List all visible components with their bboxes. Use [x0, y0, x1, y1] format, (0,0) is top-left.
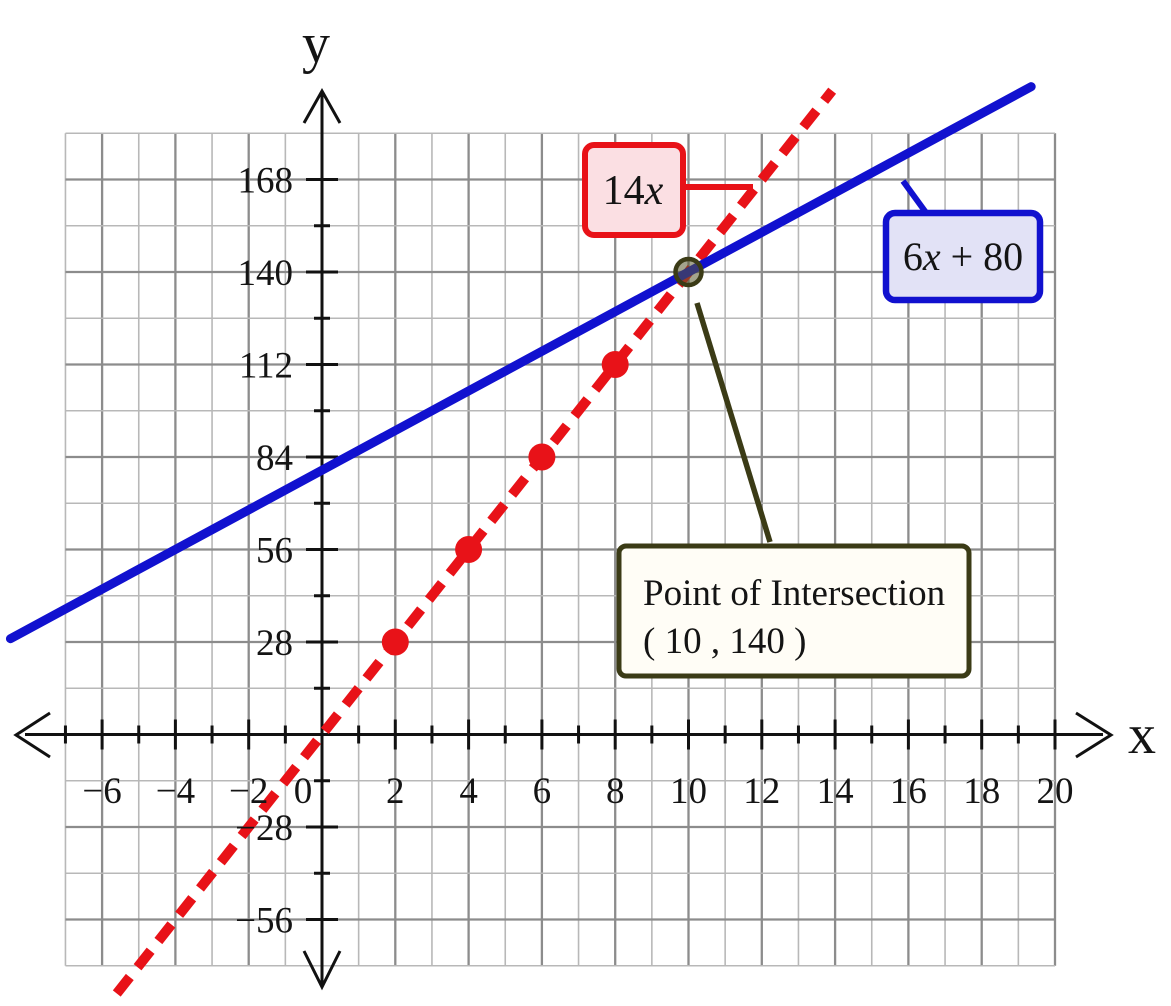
- callout-text-6x80: 6x + 80: [903, 234, 1023, 279]
- y-tick-label: 168: [238, 161, 294, 202]
- intersection-callout-line2: ( 10 , 140 ): [643, 621, 806, 662]
- x-tick-label: 2: [386, 771, 405, 812]
- data-point-8-112: [601, 351, 629, 378]
- callout-text-6x80-const: + 80: [941, 234, 1024, 279]
- series-callout-6x80: 6x + 80: [882, 179, 1044, 304]
- callout-text-6x80-coef: 6: [903, 234, 923, 279]
- intersection-leader-line: [694, 302, 773, 543]
- callout-box-6x80: [882, 209, 1044, 304]
- y-tick-label: 28: [256, 623, 293, 664]
- x-tick-label: 16: [890, 771, 927, 812]
- data-point-2-28: [381, 628, 409, 656]
- x-tick-label: 8: [606, 771, 625, 812]
- x-tick-label: 4: [459, 771, 478, 812]
- x-tick-label: 14: [817, 771, 854, 812]
- axes-layer: [13, 87, 1114, 991]
- intersection-callout: Point of Intersection ( 10 , 140 ): [616, 543, 972, 679]
- y-tick-label: 84: [256, 438, 293, 479]
- y-tick-label: 140: [238, 253, 294, 294]
- callout-box-14x: [582, 142, 686, 238]
- x-tick-label: 12: [743, 771, 780, 812]
- callout-text-14x-coef: 14: [603, 168, 645, 214]
- callout-connector-6x80: [900, 179, 930, 216]
- y-axis-arrow-down: [302, 950, 342, 991]
- y-tick-label: −28: [235, 808, 293, 849]
- data-point-4-56: [455, 536, 483, 563]
- intersection-callout-line1: Point of Intersection: [643, 573, 945, 614]
- x-tick-label: 6: [533, 771, 552, 812]
- x-tick-label: 20: [1037, 771, 1074, 812]
- intersection-callout-box: [616, 543, 972, 679]
- x-tick-label: 0: [294, 771, 313, 812]
- series-callout-14x: 14x: [582, 142, 753, 238]
- data-point-6-84: [528, 443, 556, 471]
- callout-text-14x: 14x: [603, 168, 664, 214]
- y-tick-label: 112: [239, 346, 293, 387]
- y-tick-label: −56: [235, 901, 293, 942]
- callout-text-14x-var: x: [644, 168, 664, 214]
- x-axis-title: x: [1128, 704, 1156, 766]
- x-axis-arrow-left: [13, 711, 51, 759]
- series-layer: [5, 82, 1036, 997]
- series-line-6x+80: [5, 82, 1036, 644]
- intersection-point: [673, 256, 704, 288]
- callout-text-6x80-var: x: [922, 234, 941, 279]
- y-tick-label: 56: [256, 531, 293, 572]
- y-axis-title: y: [302, 13, 330, 75]
- tick-label-layer: −6 −4 −2 0 2 4 6 8 10 12 14 16 18 20 168 140 112 84 56 28 −2…: [82, 161, 1073, 942]
- x-tick-label: −2: [229, 771, 268, 812]
- x-tick-label: 18: [963, 771, 1000, 812]
- x-tick-label: −4: [156, 771, 195, 812]
- y-axis-arrow-up: [302, 87, 342, 124]
- x-tick-label: 10: [670, 771, 707, 812]
- x-axis-arrow-right: [1075, 711, 1114, 759]
- x-tick-label: −6: [82, 771, 121, 812]
